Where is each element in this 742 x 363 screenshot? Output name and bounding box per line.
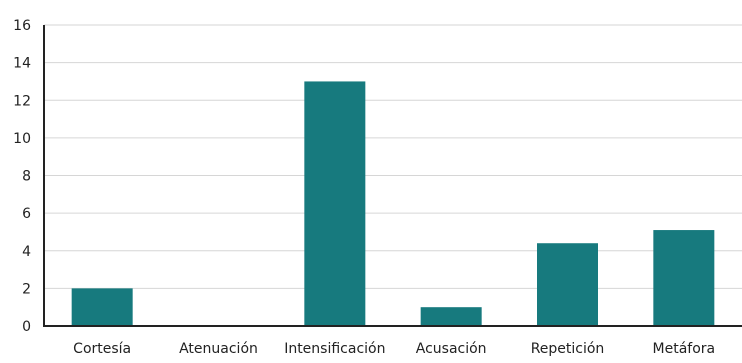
x-tick-label-0: Cortesía bbox=[73, 341, 131, 357]
y-tick-label-14: 14 bbox=[13, 56, 31, 72]
x-tick-label-4: Repetición bbox=[531, 341, 605, 357]
y-tick-label-4: 4 bbox=[22, 244, 31, 260]
x-tick-labels: Cortesía Atenuación Intensificación Acusaci… bbox=[73, 341, 715, 357]
y-tick-labels: 0 2 4 6 8 10 12 14 16 bbox=[13, 18, 31, 335]
y-tick-label-10: 10 bbox=[13, 131, 31, 147]
bar-2 bbox=[304, 81, 366, 326]
y-tick-label-8: 8 bbox=[22, 169, 31, 185]
y-tick-label-16: 16 bbox=[13, 18, 31, 34]
y-tick-label-0: 0 bbox=[22, 319, 31, 335]
x-tick-label-5: Metáfora bbox=[653, 341, 716, 357]
bar-5 bbox=[653, 230, 715, 326]
bar-4 bbox=[537, 243, 598, 326]
x-tick-label-1: Atenuación bbox=[179, 341, 258, 357]
y-tick-label-12: 12 bbox=[13, 93, 31, 109]
axes bbox=[43, 25, 742, 327]
gridlines bbox=[44, 24, 742, 289]
y-tick-label-2: 2 bbox=[22, 281, 31, 297]
bar-0 bbox=[71, 288, 133, 326]
bar-3 bbox=[420, 307, 482, 326]
y-tick-label-6: 6 bbox=[22, 206, 31, 222]
x-tick-label-2: Intensificación bbox=[284, 341, 385, 357]
x-tick-label-3: Acusación bbox=[416, 341, 487, 357]
bars bbox=[71, 81, 715, 326]
